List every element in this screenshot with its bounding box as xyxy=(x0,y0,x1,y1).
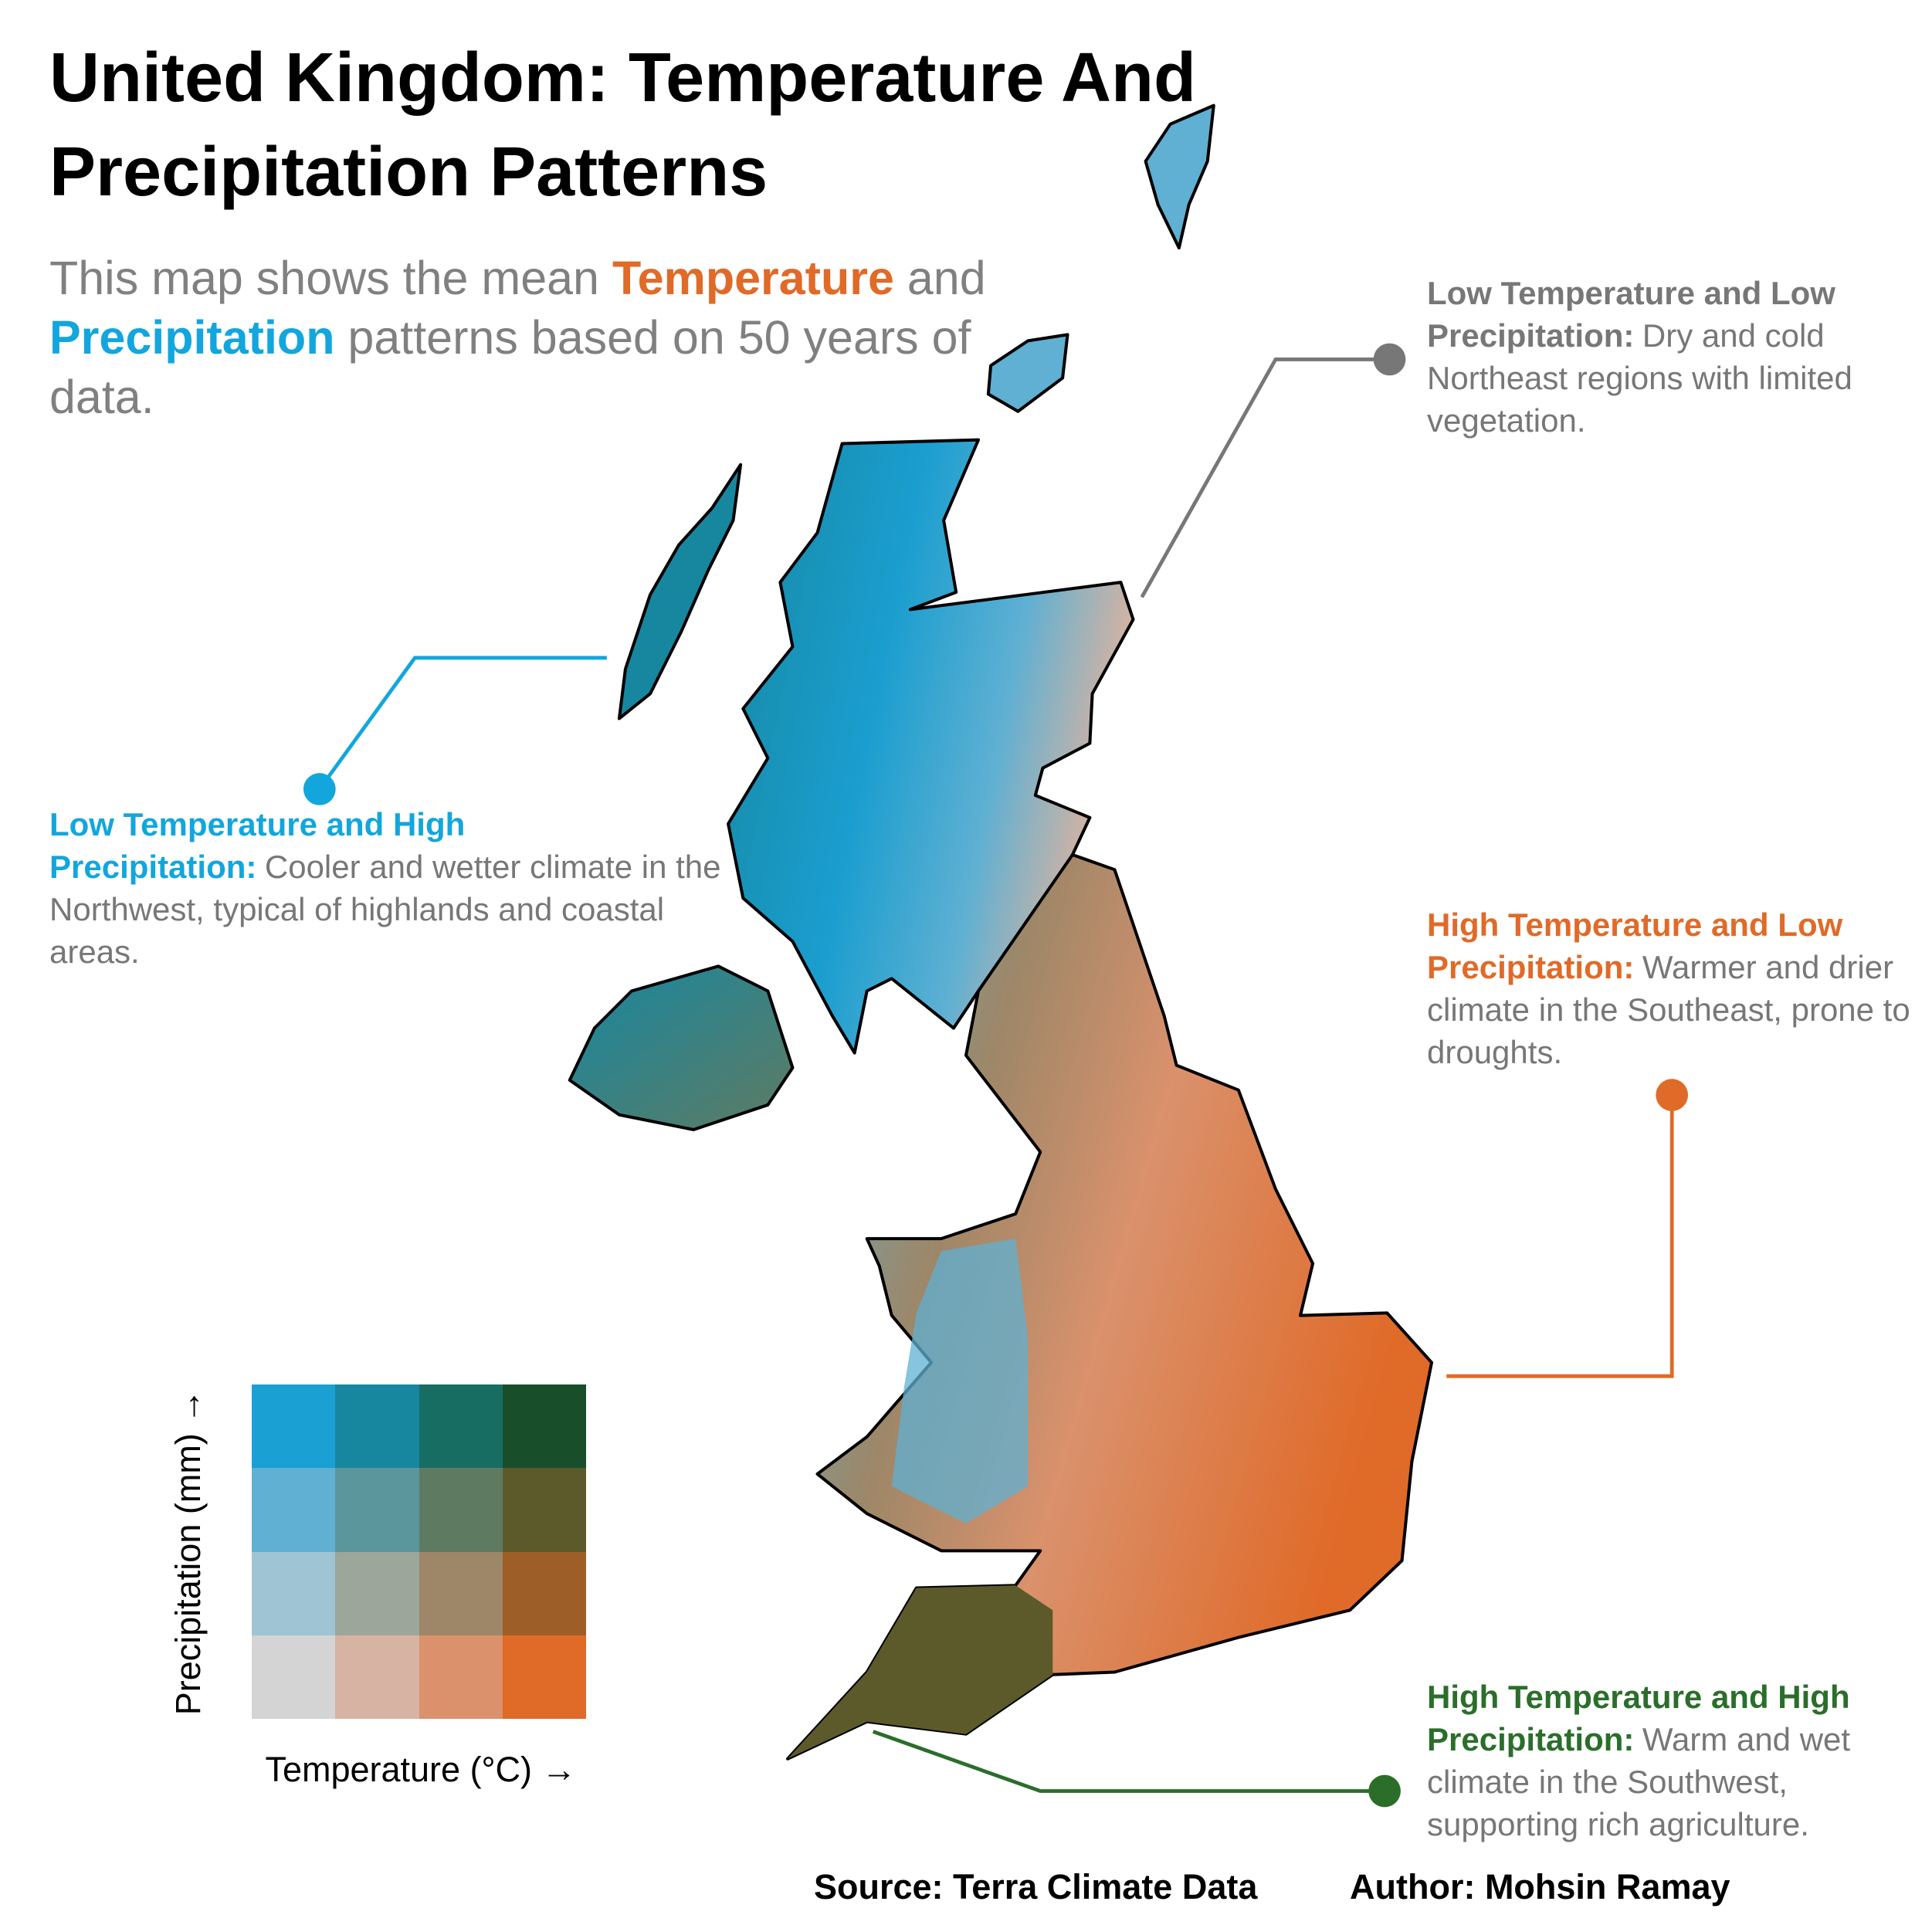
legend-cell xyxy=(419,1384,503,1469)
outer-hebrides xyxy=(617,463,743,720)
legend-cell xyxy=(502,1635,586,1719)
legend-cell xyxy=(419,1468,503,1552)
legend-cell xyxy=(335,1468,419,1552)
northern-ireland xyxy=(568,964,795,1132)
legend-cell xyxy=(252,1384,336,1469)
source: Source: Terra Climate Data xyxy=(814,1867,1258,1906)
legend-cell xyxy=(502,1551,586,1635)
legend-y-label: Precipitation (mm) → xyxy=(168,1388,208,1716)
shetland xyxy=(1144,103,1215,250)
legend-cell xyxy=(252,1635,336,1719)
leader-dots xyxy=(303,343,1689,1808)
annotation: Low Temperature and High Precipitation: C… xyxy=(49,803,721,973)
legend-cell xyxy=(419,1551,503,1635)
subtitle-part: Precipitation xyxy=(49,311,335,364)
legend-cell xyxy=(335,1635,419,1719)
annotation: High Temperature and Low Precipitation: W… xyxy=(1427,903,1913,1073)
subtitle-part: This map shows the mean xyxy=(49,252,612,304)
legend-cell xyxy=(252,1468,336,1552)
legend xyxy=(252,1384,586,1719)
subtitle-part: patterns based on 50 years of data. xyxy=(49,311,971,423)
subtitle-part: and xyxy=(893,252,986,304)
annotation-heading: High Temperature and High Precipitation: xyxy=(1427,1679,1850,1757)
england-wales xyxy=(786,852,1434,1761)
annotation-body: Dry and cold Northeast regions with limi… xyxy=(1427,317,1852,439)
annotation-body: Warmer and drier climate in the Southeas… xyxy=(1427,949,1910,1070)
annotation-body: Warm and wet climate in the Southwest, s… xyxy=(1427,1721,1851,1842)
southwest xyxy=(788,1585,1053,1759)
author: Author: Mohsin Ramay xyxy=(1350,1867,1730,1906)
orkney xyxy=(986,333,1069,413)
annotation-heading: Low Temperature and Low Precipitation: xyxy=(1427,275,1835,354)
leader-dot xyxy=(303,773,336,805)
leader-line xyxy=(1446,1095,1674,1378)
annotation: High Temperature and High Precipitation:… xyxy=(1427,1676,1913,1845)
subtitle-part: Temperature xyxy=(612,252,894,304)
legend-cell xyxy=(502,1468,586,1552)
legend-cell xyxy=(335,1551,419,1635)
annotation: Low Temperature and Low Precipitation: Dr… xyxy=(1427,272,1913,442)
legend-cell xyxy=(502,1384,586,1469)
subtitle: This map shows the mean Temperature and … xyxy=(49,249,1007,427)
leader-line xyxy=(317,656,607,791)
annotation-heading: High Temperature and Low Precipitation: xyxy=(1427,907,1843,985)
wales-wet xyxy=(891,1239,1029,1524)
legend-cell xyxy=(419,1635,503,1719)
legend-cell xyxy=(252,1551,336,1635)
leader-dot xyxy=(1368,1774,1401,1808)
leader-dot xyxy=(1373,343,1406,376)
leaders xyxy=(317,358,1674,1793)
leader-line xyxy=(1140,358,1388,598)
legend-x-label: Temperature (°C) → xyxy=(265,1750,577,1789)
title: United Kingdom: Temperature And Precipit… xyxy=(49,39,1196,211)
land xyxy=(568,103,1434,1761)
leader-dot xyxy=(1656,1079,1689,1111)
legend-cell xyxy=(335,1384,419,1469)
annotation-heading: Low Temperature and High Precipitation: xyxy=(49,806,466,885)
annotation-body: Cooler and wetter climate in the Northwe… xyxy=(49,849,721,970)
leader-line xyxy=(872,1730,1385,1793)
